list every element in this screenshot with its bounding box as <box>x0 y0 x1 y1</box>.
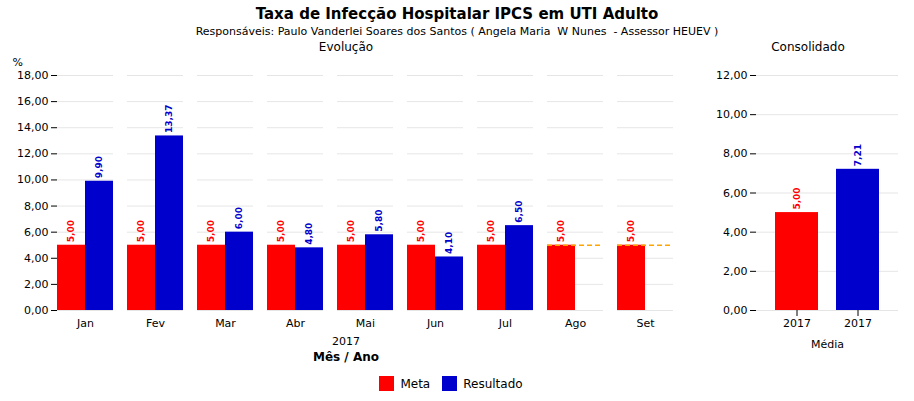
svg-text:5,00: 5,00 <box>792 187 802 209</box>
svg-text:Ago: Ago <box>565 317 587 330</box>
svg-text:4,00: 4,00 <box>723 226 748 239</box>
svg-text:8,00: 8,00 <box>723 147 748 160</box>
html-text:Resultado: Resultado <box>463 376 523 391</box>
svg-text:4,00: 4,00 <box>24 252 49 265</box>
svg-text:Mar: Mar <box>215 317 236 330</box>
svg-text:18,00: 18,00 <box>17 69 49 82</box>
svg-text:5,00: 5,00 <box>66 220 76 242</box>
svg-text:5,80: 5,80 <box>374 210 384 232</box>
svg-text:%: % <box>13 56 23 69</box>
svg-text:7,21: 7,21 <box>853 144 863 166</box>
svg-text:2,00: 2,00 <box>723 265 748 278</box>
svg-text:5,00: 5,00 <box>136 220 146 242</box>
svg-text:Jun: Jun <box>426 317 444 330</box>
svg-text:2,00: 2,00 <box>24 278 49 291</box>
svg-text:Jan: Jan <box>76 317 94 330</box>
svg-text:2017: 2017 <box>844 317 872 330</box>
svg-text:Set: Set <box>636 317 655 330</box>
html-text:2017: 2017 <box>332 335 360 348</box>
svg-text:10,00: 10,00 <box>716 108 748 121</box>
svg-text:14,00: 14,00 <box>17 121 49 134</box>
svg-text:Mai: Mai <box>356 317 375 330</box>
html-text:Responsáveis: Paulo Vanderlei: Responsáveis: Paulo Vanderlei Soares dos… <box>195 25 719 38</box>
svg-text:5,00: 5,00 <box>346 220 356 242</box>
svg-text:6,00: 6,00 <box>24 226 49 239</box>
html-text:Evolução: Evolução <box>318 40 374 54</box>
svg-text:8,00: 8,00 <box>24 200 49 213</box>
svg-text:5,00: 5,00 <box>626 220 636 242</box>
svg-text:5,00: 5,00 <box>416 220 426 242</box>
html-text:Consolidado: Consolidado <box>771 40 845 54</box>
svg-text:5,00: 5,00 <box>556 220 566 242</box>
svg-text:2017: 2017 <box>783 317 811 330</box>
svg-text:5,00: 5,00 <box>486 220 496 242</box>
svg-text:0,00: 0,00 <box>24 304 49 317</box>
svg-text:16,00: 16,00 <box>17 95 49 108</box>
svg-text:4,80: 4,80 <box>304 223 314 245</box>
svg-text:12,00: 12,00 <box>716 69 748 82</box>
svg-text:10,00: 10,00 <box>17 173 49 186</box>
svg-text:4,10: 4,10 <box>444 232 454 254</box>
svg-text:5,00: 5,00 <box>206 220 216 242</box>
svg-text:5,00: 5,00 <box>276 220 286 242</box>
svg-text:6,00: 6,00 <box>234 207 244 229</box>
html-text:Taxa de Infecção Hospitalar IP: Taxa de Infecção Hospitalar IPCS em UTI … <box>255 5 659 23</box>
svg-text:6,50: 6,50 <box>514 200 524 222</box>
svg-text:Abr: Abr <box>286 317 306 330</box>
svg-text:13,37: 13,37 <box>164 104 174 132</box>
svg-text:6,00: 6,00 <box>723 187 748 200</box>
svg-text:Jul: Jul <box>498 317 512 330</box>
svg-text:9,90: 9,90 <box>94 156 104 178</box>
svg-text:Média: Média <box>811 338 844 351</box>
html-text:Meta: Meta <box>400 376 431 391</box>
svg-text:12,00: 12,00 <box>17 147 49 160</box>
html-text:Mês / Ano: Mês / Ano <box>313 350 379 364</box>
svg-text:Fev: Fev <box>146 317 165 330</box>
svg-text:0,00: 0,00 <box>723 304 748 317</box>
